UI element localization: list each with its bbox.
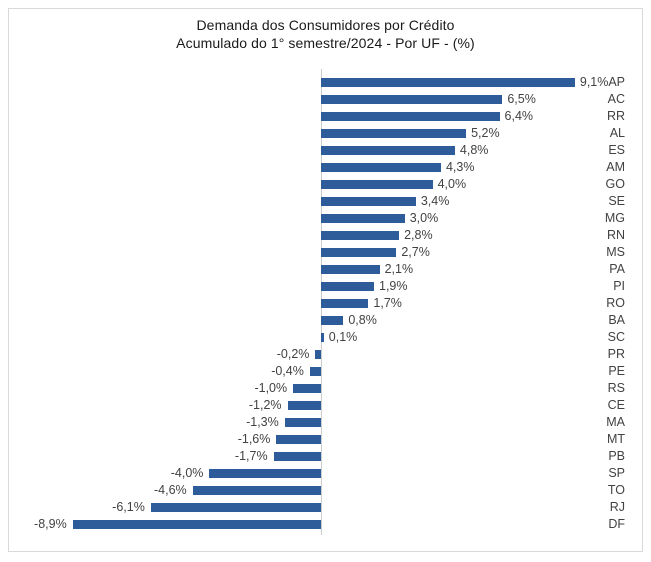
category-label: RN bbox=[606, 228, 625, 242]
value-label: 9,1% bbox=[579, 75, 609, 89]
bar bbox=[321, 248, 397, 257]
bar bbox=[284, 418, 321, 427]
bar bbox=[321, 282, 374, 291]
value-label: -0,2% bbox=[276, 347, 310, 361]
chart-subtitle: Acumulado do 1° semestre/2024 - Por UF -… bbox=[176, 35, 475, 51]
bar bbox=[273, 452, 321, 461]
bar bbox=[192, 486, 321, 495]
category-label: MT bbox=[606, 432, 625, 446]
category-label: AM bbox=[606, 160, 625, 174]
chart-title: Demanda dos Consumidores por Crédito bbox=[196, 17, 455, 33]
bar bbox=[150, 503, 321, 512]
value-label: 3,0% bbox=[409, 211, 439, 225]
bar bbox=[321, 299, 369, 308]
category-label: PI bbox=[613, 279, 625, 293]
bar bbox=[287, 401, 321, 410]
value-label: -8,9% bbox=[34, 517, 67, 531]
value-label: 4,8% bbox=[459, 143, 489, 157]
category-label: MS bbox=[606, 245, 625, 259]
chart-card: Demanda dos Consumidores por Crédito Acu… bbox=[8, 8, 643, 552]
bar bbox=[72, 520, 321, 529]
category-label: BA bbox=[608, 313, 625, 327]
category-label: PR bbox=[607, 347, 625, 361]
bar bbox=[321, 197, 416, 206]
bar-chart-plot: 9,1% AP 6,5% AC 6,4% RR 5,2% AL 4,8% ES 4,3% AM 4,0%… bbox=[9, 9, 642, 551]
bar bbox=[321, 265, 380, 274]
bar bbox=[321, 333, 324, 342]
bar bbox=[321, 231, 400, 240]
category-label: RO bbox=[606, 296, 625, 310]
bar bbox=[315, 350, 321, 359]
category-label: MA bbox=[606, 415, 625, 429]
bar bbox=[309, 367, 321, 376]
value-label: 2,8% bbox=[404, 228, 433, 242]
value-label: -6,1% bbox=[112, 500, 145, 514]
value-label: -4,0% bbox=[170, 466, 204, 480]
category-label: SE bbox=[608, 194, 625, 208]
chart-title-block: Demanda dos Consumidores por Crédito Acu… bbox=[9, 16, 642, 52]
category-label: AC bbox=[607, 92, 625, 106]
category-label: AL bbox=[609, 126, 625, 140]
bar bbox=[321, 146, 455, 155]
category-label: MG bbox=[604, 211, 625, 225]
category-label: RJ bbox=[609, 500, 625, 514]
value-label: -1,6% bbox=[237, 432, 271, 446]
bar bbox=[321, 95, 503, 104]
category-label: RR bbox=[606, 109, 625, 123]
value-label: -1,2% bbox=[248, 398, 282, 412]
value-label: 0,1% bbox=[328, 330, 358, 344]
bar bbox=[321, 112, 500, 121]
bar bbox=[276, 435, 321, 444]
bar bbox=[321, 78, 575, 87]
bar bbox=[321, 163, 441, 172]
category-label: GO bbox=[605, 177, 625, 191]
bar bbox=[321, 180, 433, 189]
value-label: 4,0% bbox=[437, 177, 467, 191]
category-label: DF bbox=[608, 517, 625, 531]
category-label: RS bbox=[607, 381, 625, 395]
category-label: AP bbox=[608, 75, 625, 89]
value-label: 0,8% bbox=[348, 313, 377, 327]
category-label: PE bbox=[608, 364, 625, 378]
value-label: -4,6% bbox=[154, 483, 187, 497]
category-label: ES bbox=[608, 143, 625, 157]
value-label: 4,3% bbox=[445, 160, 475, 174]
value-label: 6,4% bbox=[504, 109, 534, 123]
category-label: PB bbox=[608, 449, 625, 463]
category-label: TO bbox=[607, 483, 625, 497]
value-label: 6,5% bbox=[507, 92, 536, 106]
value-label: -0,4% bbox=[271, 364, 304, 378]
bar bbox=[209, 469, 321, 478]
category-label: SC bbox=[607, 330, 625, 344]
value-label: 3,4% bbox=[420, 194, 450, 208]
bar bbox=[321, 214, 405, 223]
value-label: -1,0% bbox=[254, 381, 288, 395]
value-label: 2,7% bbox=[401, 245, 430, 259]
category-label: PA bbox=[609, 262, 625, 276]
category-label: SP bbox=[608, 466, 625, 480]
value-label: 2,1% bbox=[384, 262, 414, 276]
value-label: 1,7% bbox=[373, 296, 402, 310]
value-label: -1,3% bbox=[246, 415, 279, 429]
bar bbox=[293, 384, 321, 393]
value-label: 5,2% bbox=[471, 126, 500, 140]
bar bbox=[321, 316, 344, 325]
category-label: CE bbox=[607, 398, 625, 412]
bar bbox=[321, 129, 467, 138]
value-label: 1,9% bbox=[379, 279, 408, 293]
value-label: -1,7% bbox=[234, 449, 268, 463]
